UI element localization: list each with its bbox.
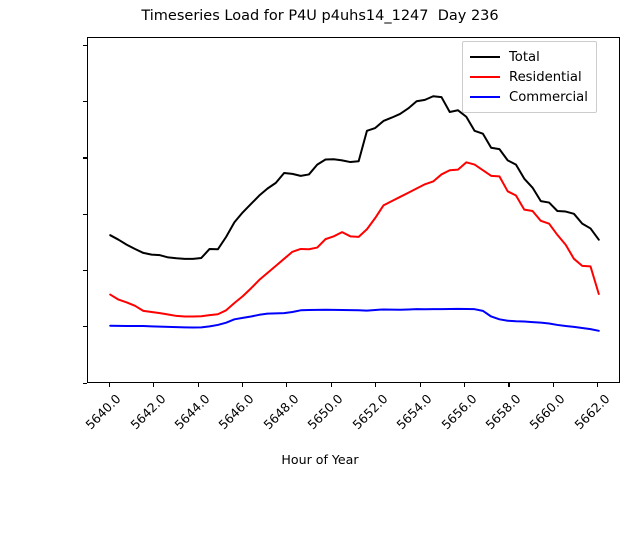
y-tick-mark (83, 326, 87, 328)
x-tick-mark (508, 383, 510, 387)
legend-swatch-commercial (470, 96, 500, 98)
chart-figure: Timeseries Load for P4U p4uhs14_1247 Day… (82, 8, 620, 467)
legend-item-total[interactable]: Total (470, 47, 588, 67)
x-tick-mark (597, 383, 599, 387)
y-tick-mark (83, 44, 87, 47)
x-tick-mark (330, 383, 332, 387)
x-tick-mark (286, 383, 288, 387)
series-line-total (109, 95, 600, 260)
plot-lines (109, 95, 600, 332)
legend-label: Residential (509, 69, 582, 85)
legend-label: Total (509, 49, 540, 65)
legend-swatch-total (470, 56, 500, 58)
x-tick-mark (552, 383, 554, 387)
plot-area (87, 37, 620, 383)
y-tick-mark (83, 382, 87, 384)
y-tick-mark (83, 269, 87, 272)
x-tick-mark (197, 383, 199, 387)
y-tick-mark (83, 101, 87, 103)
x-tick-mark (153, 383, 155, 387)
chart-title: Timeseries Load for P4U p4uhs14_1247 Day… (141, 8, 499, 24)
x-tick-mark (464, 383, 466, 387)
legend-item-commercial[interactable]: Commercial (470, 87, 588, 107)
x-tick-label: 5640.0 (82, 391, 124, 433)
legend-item-residential[interactable]: Residential (470, 67, 588, 87)
x-tick-mark (241, 383, 244, 387)
x-tick-mark (419, 383, 421, 387)
y-tick-mark (83, 157, 87, 159)
series-line-commercial (109, 307, 600, 332)
x-tick-mark (108, 383, 110, 387)
legend-swatch-residential (470, 76, 500, 78)
x-tick-mark (375, 383, 377, 387)
x-axis-label: Hour of Year (281, 452, 359, 467)
series-line-residential (109, 161, 600, 318)
y-tick-mark (83, 213, 87, 215)
chart-legend: Total Residential Commercial (462, 41, 597, 113)
legend-label: Commercial (509, 89, 588, 105)
